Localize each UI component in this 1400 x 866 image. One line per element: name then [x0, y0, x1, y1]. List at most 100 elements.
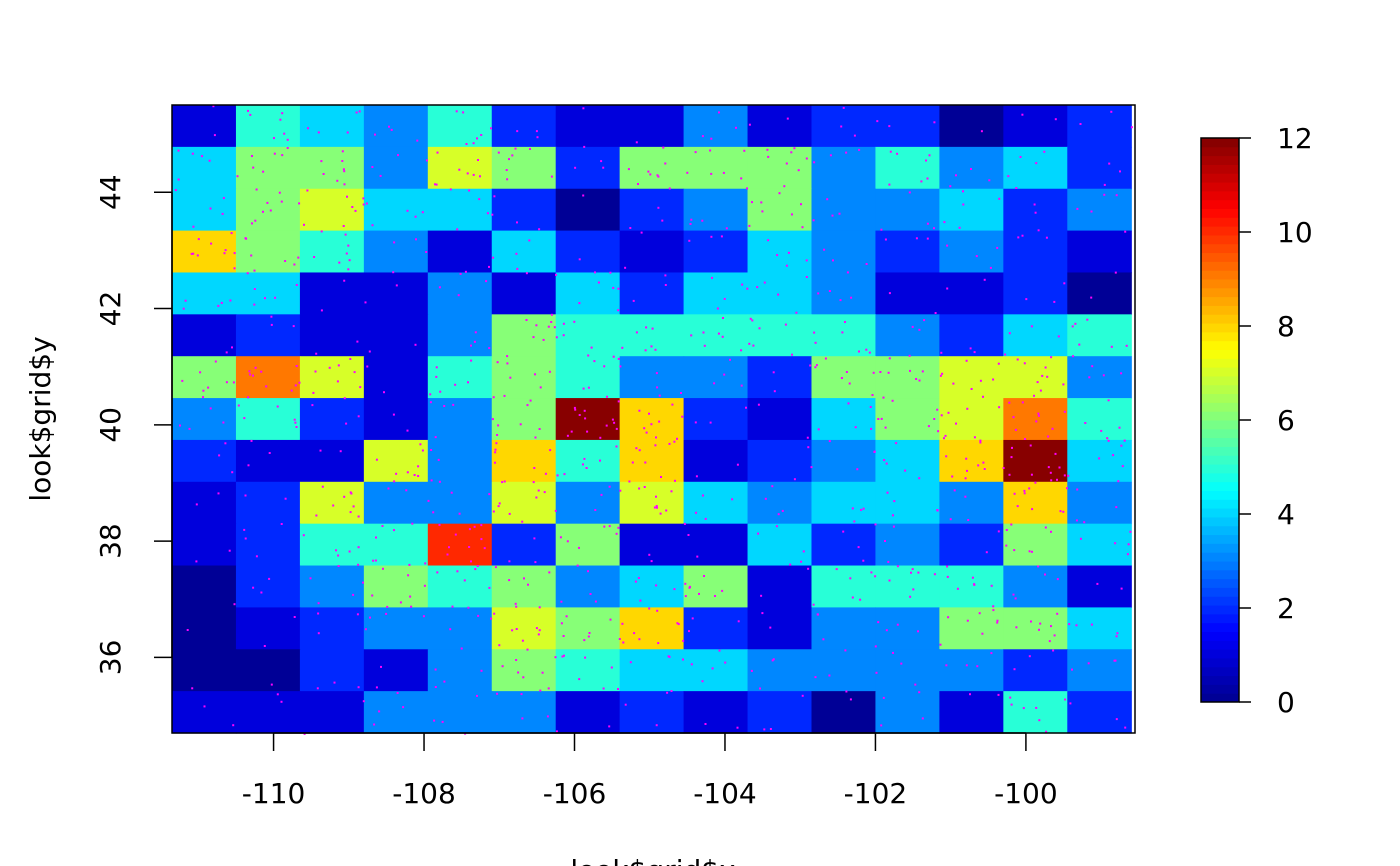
observation-point — [368, 350, 371, 353]
observation-point — [696, 555, 699, 558]
observation-point — [393, 529, 395, 532]
observation-point — [396, 692, 399, 694]
observation-point — [797, 169, 800, 172]
observation-point — [622, 641, 625, 644]
observation-point — [1117, 480, 1120, 483]
heatmap-cell — [683, 105, 749, 148]
observation-point — [466, 172, 469, 175]
observation-point — [508, 560, 511, 563]
observation-point — [1023, 489, 1026, 492]
observation-point — [213, 134, 216, 137]
observation-point — [468, 546, 471, 548]
observation-point — [1071, 325, 1074, 328]
heatmap-cell — [747, 649, 813, 692]
observation-point — [197, 238, 200, 241]
observation-point — [600, 160, 603, 163]
heatmap-cell — [235, 314, 301, 357]
observation-point — [702, 331, 705, 334]
observation-point — [262, 210, 264, 213]
observation-point — [743, 149, 746, 152]
observation-point — [711, 667, 714, 670]
observation-point — [673, 588, 676, 591]
observation-point — [247, 464, 250, 467]
observation-point — [421, 211, 424, 214]
colorbar-swatch — [1201, 208, 1239, 218]
observation-point — [309, 577, 312, 580]
heatmap-cell — [683, 649, 749, 692]
observation-point — [632, 299, 635, 302]
observation-point — [977, 464, 980, 467]
observation-point — [777, 513, 780, 516]
observation-point — [813, 331, 816, 334]
observation-point — [349, 491, 352, 494]
colorbar-swatch — [1201, 296, 1239, 306]
observation-point — [857, 546, 860, 549]
observation-point — [253, 288, 256, 290]
observation-point — [828, 440, 831, 443]
heatmap-cell — [235, 356, 301, 399]
observation-point — [362, 700, 365, 703]
heatmap-cell — [747, 230, 813, 274]
observation-point — [775, 525, 778, 528]
observation-point — [1043, 150, 1046, 153]
observation-point — [372, 559, 375, 562]
heatmap-cell — [427, 481, 493, 525]
observation-point — [501, 665, 504, 668]
observation-point — [970, 388, 973, 390]
heatmap-cell — [1067, 523, 1132, 567]
colorbar-swatch — [1201, 499, 1239, 509]
heatmap-cell — [875, 439, 940, 483]
observation-point — [992, 378, 995, 381]
heatmap-cell — [811, 649, 877, 692]
heatmap-cell — [1003, 649, 1068, 692]
observation-point — [182, 307, 185, 310]
observation-point — [511, 154, 514, 157]
observation-point — [800, 560, 803, 563]
heatmap-cell — [235, 230, 301, 274]
observation-point — [443, 680, 446, 683]
observation-point — [752, 344, 755, 347]
observation-point — [560, 600, 563, 603]
observation-point — [407, 574, 410, 577]
observation-point — [787, 251, 790, 254]
heatmap-cell — [747, 523, 813, 567]
observation-point — [395, 284, 398, 287]
heatmap-cell — [363, 481, 429, 525]
observation-point — [582, 194, 585, 197]
observation-point — [1078, 343, 1081, 346]
observation-point — [281, 112, 284, 115]
observation-point — [456, 228, 459, 231]
heatmap-cell — [299, 649, 365, 692]
observation-point — [871, 394, 874, 396]
observation-point — [609, 618, 612, 621]
heatmap-cell — [619, 607, 685, 650]
observation-point — [497, 424, 500, 427]
observation-point — [925, 159, 927, 162]
observation-point — [649, 173, 652, 176]
observation-point — [757, 403, 760, 406]
observation-point — [493, 612, 496, 615]
observation-point — [202, 389, 205, 392]
observation-point — [506, 178, 509, 181]
observation-point — [523, 577, 525, 580]
observation-point — [341, 160, 344, 162]
colorbar-swatch — [1201, 234, 1239, 245]
observation-point — [273, 137, 275, 140]
observation-point — [661, 219, 664, 222]
observation-point — [439, 390, 442, 393]
observation-point — [525, 319, 528, 321]
observation-point — [1023, 492, 1026, 495]
colorbar-tick-label: 0 — [1277, 686, 1295, 719]
colorbar-swatch — [1201, 182, 1239, 192]
observation-point — [281, 154, 284, 157]
colorbar-swatch — [1201, 393, 1239, 403]
observation-point — [553, 326, 556, 329]
observation-point — [800, 203, 802, 206]
colorbar-tick-label: 2 — [1277, 592, 1295, 625]
observation-point — [587, 386, 590, 389]
observation-point — [1112, 454, 1115, 457]
observation-point — [430, 449, 433, 451]
observation-point — [195, 560, 198, 563]
heatmap-cell — [1003, 691, 1068, 734]
colorbar-swatch — [1201, 631, 1239, 641]
